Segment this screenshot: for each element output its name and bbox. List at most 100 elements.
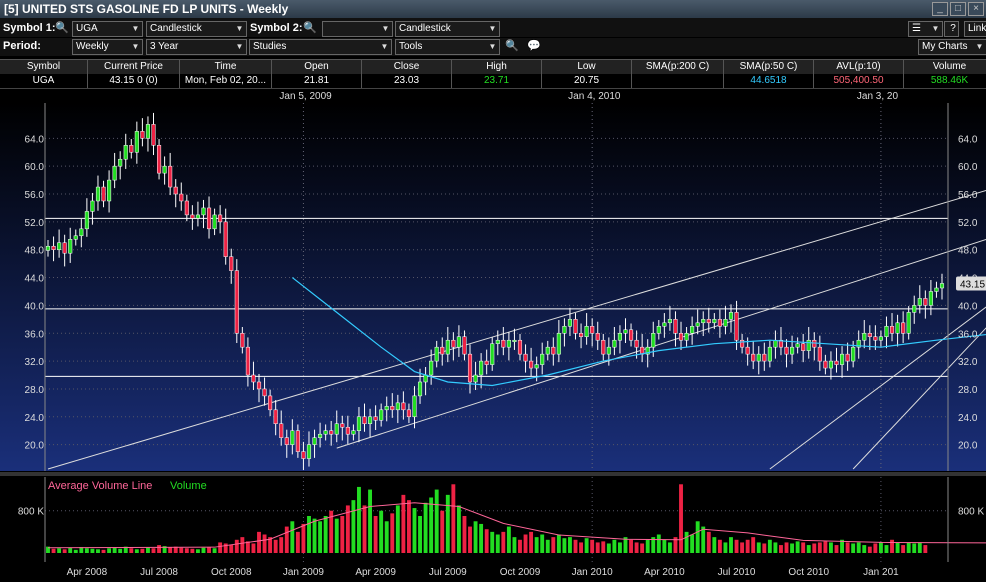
symbol1-input[interactable]: UGA ▼: [72, 21, 143, 37]
candle: [140, 131, 145, 139]
x-tick-label: Apr 2010: [644, 567, 685, 578]
tools-select[interactable]: Tools ▼: [395, 39, 500, 55]
price-chart[interactable]: 20.0 20.0 24.0 24.0 28.0 28.0 32.0 32.0 36.0 36.0…: [0, 103, 986, 471]
volume-bar: [823, 541, 828, 553]
volume-bar: [157, 545, 161, 553]
chart-type2-select[interactable]: Candlestick ▼: [395, 21, 500, 37]
candle: [340, 423, 345, 428]
candle: [84, 211, 89, 230]
chat-icon[interactable]: 💬: [527, 40, 541, 52]
quote-header-cell[interactable]: AVL(p:10): [814, 60, 904, 74]
volume-bar: [234, 539, 239, 553]
range-select[interactable]: 3 Year ▼: [146, 39, 247, 55]
candle: [406, 409, 411, 418]
candle: [545, 346, 550, 355]
volume-bar: [440, 510, 445, 553]
period-select[interactable]: Weekly ▼: [72, 39, 143, 55]
candle: [190, 214, 195, 219]
volume-bar: [329, 510, 334, 553]
volume-bar: [351, 500, 356, 553]
volume-chart[interactable]: Average Volume Line Volume 800 K 800 K: [0, 477, 986, 562]
minimize-button[interactable]: _: [932, 2, 948, 16]
volume-bar: [573, 539, 578, 553]
volume-bar: [645, 539, 650, 553]
trend-channel-line: [47, 189, 986, 470]
candle: [740, 339, 745, 348]
menu-button[interactable]: ☰ ▼: [908, 21, 943, 37]
quote-value-cell: 505,400.50: [814, 74, 904, 88]
help-button[interactable]: ?: [944, 21, 959, 37]
quote-header-cell[interactable]: Open: [272, 60, 362, 74]
candle: [701, 319, 706, 324]
candle: [517, 339, 523, 355]
volume-bar: [762, 543, 767, 553]
quote-header-cell[interactable]: SMA(p:50 C): [724, 60, 814, 74]
chart-type1-select[interactable]: Candlestick ▼: [146, 21, 247, 37]
search-icon[interactable]: 🔍: [303, 22, 317, 34]
quote-header-cell[interactable]: Close: [362, 60, 452, 74]
quote-header-cell[interactable]: Time: [180, 60, 272, 74]
volume-bar: [90, 548, 95, 553]
volume-bar: [851, 543, 856, 553]
my-charts-select[interactable]: My Charts ▼: [918, 39, 986, 55]
quote-value-cell: 23.71: [452, 74, 542, 88]
volume-bar: [551, 537, 556, 553]
volume-bar: [562, 538, 567, 553]
volume-bar: [740, 542, 745, 553]
x-tick-label: Jul 2009: [429, 567, 467, 578]
quote-header-cell[interactable]: Volume: [904, 60, 986, 74]
close-button[interactable]: ×: [968, 2, 984, 16]
volume-bar: [895, 542, 900, 553]
candle: [129, 145, 134, 153]
toolbar-row-1: Symbol 1: 🔍 UGA ▼ Candlestick ▼ Symbol 2: …: [0, 19, 986, 37]
link-button[interactable]: Link: [964, 21, 986, 37]
volume-bar: [273, 539, 278, 553]
volume-bar: [345, 505, 350, 553]
candle: [590, 326, 595, 334]
candle: [562, 326, 567, 334]
title-bar: [5] UNITED STS GASOLINE FD LP UNITS - We…: [0, 0, 986, 19]
candle: [351, 430, 356, 435]
volume-bar: [184, 548, 189, 553]
candle: [706, 319, 711, 324]
volume-bar: [57, 548, 62, 553]
volume-bar: [834, 545, 839, 553]
quote-header-cell[interactable]: SMA(p:200 C): [632, 60, 724, 74]
candle: [851, 346, 856, 362]
candle: [834, 360, 839, 365]
quote-header-cell[interactable]: Current Price: [88, 60, 180, 74]
symbol2-input[interactable]: ▼: [322, 21, 393, 37]
price-tick-right: 64.0: [958, 134, 978, 145]
volume-bar: [201, 547, 206, 553]
candle: [245, 346, 250, 376]
candle: [873, 336, 878, 341]
volume-bar: [662, 539, 667, 553]
chevron-down-icon: ▼: [488, 24, 497, 33]
studies-select[interactable]: Studies ▼: [249, 39, 392, 55]
quote-row[interactable]: UGA 43.15 0 (0) Mon, Feb 02, 20... 21.81 23.…: [0, 74, 986, 89]
candle: [479, 360, 484, 376]
candle: [551, 346, 556, 355]
candle: [678, 333, 684, 341]
volume-bar: [451, 484, 456, 553]
pane-divider[interactable]: [0, 472, 986, 476]
candle: [884, 326, 889, 337]
volume-bar: [767, 539, 772, 553]
volume-bar: [862, 545, 867, 553]
chevron-down-icon: ▼: [131, 24, 140, 33]
candle: [667, 319, 672, 324]
search-icon[interactable]: 🔍: [55, 22, 69, 34]
quote-header-cell[interactable]: Low: [542, 60, 632, 74]
candle: [867, 333, 872, 337]
x-tick-label: Jul 2010: [718, 567, 756, 578]
volume-bar: [540, 534, 545, 553]
candle: [912, 305, 917, 313]
candle: [173, 186, 178, 195]
quote-header-cell[interactable]: Symbol: [0, 60, 88, 74]
maximize-button[interactable]: □: [950, 2, 966, 16]
zoom-icon[interactable]: 🔍: [505, 40, 519, 52]
volume-bar: [523, 534, 528, 553]
price-tick-left: 28.0: [25, 385, 45, 396]
quote-header-cell[interactable]: High: [452, 60, 542, 74]
candle: [878, 336, 883, 341]
